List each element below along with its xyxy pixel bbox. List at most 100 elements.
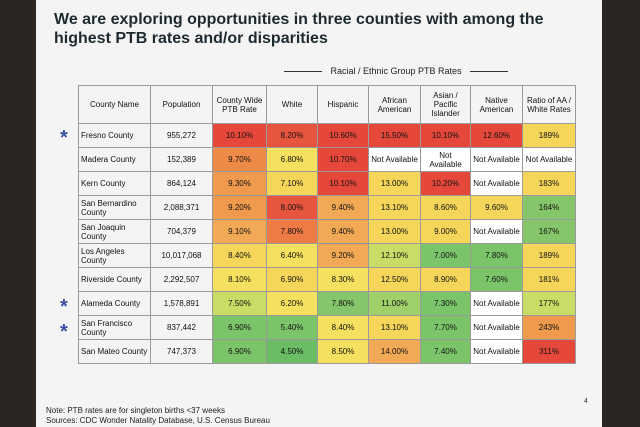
- column-header: Ratio of AA / White Rates: [522, 85, 576, 124]
- cell: 7.60%: [470, 267, 523, 292]
- table-row: Fresno County 955,272 10.10% 8.20% 10.60% 15.…: [78, 123, 576, 148]
- cell: 8.40%: [212, 243, 267, 268]
- table-row: San Francisco County 837,442 6.90% 5.40% 8.4…: [78, 315, 576, 340]
- cell: 164%: [522, 195, 576, 220]
- column-header: County Name: [78, 85, 151, 124]
- cell: 15.50%: [368, 123, 421, 148]
- sources: Sources: CDC Wonder Natality Database, U…: [46, 416, 270, 425]
- county-name: Alameda County: [78, 291, 151, 316]
- cell: 9.40%: [317, 219, 369, 244]
- cell: 12.50%: [368, 267, 421, 292]
- cell: 9.40%: [317, 195, 369, 220]
- cell: 13.00%: [368, 171, 421, 196]
- cell: Not Available: [470, 291, 523, 316]
- county-name: Kern County: [78, 171, 151, 196]
- cell: 8.30%: [317, 267, 369, 292]
- cell: 955,272: [150, 123, 213, 148]
- cell: 8.60%: [420, 195, 471, 220]
- column-header: Population: [150, 85, 213, 124]
- cell: 10.10%: [317, 171, 369, 196]
- cell: 11.00%: [368, 291, 421, 316]
- table: County Name Population County Wide PTB Rat…: [78, 85, 576, 364]
- cell: 6.90%: [212, 339, 267, 364]
- cell: 704,379: [150, 219, 213, 244]
- cell: 8.20%: [266, 123, 318, 148]
- page-number: 4: [584, 398, 588, 405]
- cell: 864,124: [150, 171, 213, 196]
- cell: Not Available: [470, 147, 523, 172]
- title: We are exploring opportunities in three …: [54, 11, 544, 47]
- cell: 311%: [522, 339, 576, 364]
- cell: Not Available: [470, 219, 523, 244]
- cell: 183%: [522, 171, 576, 196]
- county-name: Fresno County: [78, 123, 151, 148]
- row-marker: *: [60, 127, 68, 149]
- cell: 747,373: [150, 339, 213, 364]
- cell: 9.20%: [317, 243, 369, 268]
- cell: 177%: [522, 291, 576, 316]
- cell: 7.80%: [317, 291, 369, 316]
- cell: 7.70%: [420, 315, 471, 340]
- row-marker: *: [60, 296, 68, 319]
- cell: 10,017,068: [150, 243, 213, 268]
- cell: Not Available: [470, 171, 523, 196]
- column-header: Asian / Pacific Islander: [420, 85, 471, 124]
- county-name: San Bernardino County: [78, 195, 151, 220]
- cell: 12.60%: [470, 123, 523, 148]
- table-row: Kern County 864,124 9.30% 7.10% 10.10% 13.00%…: [78, 171, 576, 196]
- county-name: San Joaquin County: [78, 219, 151, 244]
- cell: 181%: [522, 267, 576, 292]
- column-header: Hispanic: [317, 85, 369, 124]
- cell: Not Available: [470, 315, 523, 340]
- cell: Not Available: [368, 147, 421, 172]
- cell: 13.00%: [368, 219, 421, 244]
- table-row: San Bernardino County 2,088,371 9.20% 8.00%…: [78, 195, 576, 220]
- cell: 6.90%: [212, 315, 267, 340]
- cell: 9.20%: [212, 195, 267, 220]
- column-header: White: [266, 85, 318, 124]
- cell: Not Available: [470, 339, 523, 364]
- cell: 10.20%: [420, 171, 471, 196]
- cell: 10.60%: [317, 123, 369, 148]
- cell: 1,578,891: [150, 291, 213, 316]
- cell: 9.30%: [212, 171, 267, 196]
- county-name: Los Angeles County: [78, 243, 151, 268]
- cell: 8.50%: [317, 339, 369, 364]
- cell: 6.80%: [266, 147, 318, 172]
- cell: 4.50%: [266, 339, 318, 364]
- cell: 9.00%: [420, 219, 471, 244]
- cell: 152,389: [150, 147, 213, 172]
- cell: 8.90%: [420, 267, 471, 292]
- row-marker: *: [60, 320, 68, 343]
- cell: 9.70%: [212, 147, 267, 172]
- cell: Not Available: [420, 147, 471, 172]
- cell: 12.10%: [368, 243, 421, 268]
- cell: 9.10%: [212, 219, 267, 244]
- cell: 2,292,507: [150, 267, 213, 292]
- cell: 13.10%: [368, 195, 421, 220]
- cell: 7.80%: [266, 219, 318, 244]
- cell: 6.90%: [266, 267, 318, 292]
- cell: 8.10%: [212, 267, 267, 292]
- cell: Not Available: [522, 147, 576, 172]
- cell: 243%: [522, 315, 576, 340]
- cell: 13.10%: [368, 315, 421, 340]
- table-body: Fresno County 955,272 10.10% 8.20% 10.60% 15.…: [78, 123, 576, 364]
- header-row: County Name Population County Wide PTB Rat…: [78, 85, 576, 124]
- column-header: County Wide PTB Rate: [212, 85, 267, 124]
- cell: 7.30%: [420, 291, 471, 316]
- column-header: African American: [368, 85, 421, 124]
- cell: 189%: [522, 123, 576, 148]
- table-head: County Name Population County Wide PTB Rat…: [78, 85, 576, 124]
- county-name: Madera County: [78, 147, 151, 172]
- group-header: Racial / Ethnic Group PTB Rates: [268, 66, 524, 76]
- cell: 189%: [522, 243, 576, 268]
- cell: 10.10%: [420, 123, 471, 148]
- cell: 6.20%: [266, 291, 318, 316]
- cell: 10.10%: [212, 123, 267, 148]
- county-name: Riverside County: [78, 267, 151, 292]
- cell: 14.00%: [368, 339, 421, 364]
- slide: We are exploring opportunities in three …: [36, 0, 602, 427]
